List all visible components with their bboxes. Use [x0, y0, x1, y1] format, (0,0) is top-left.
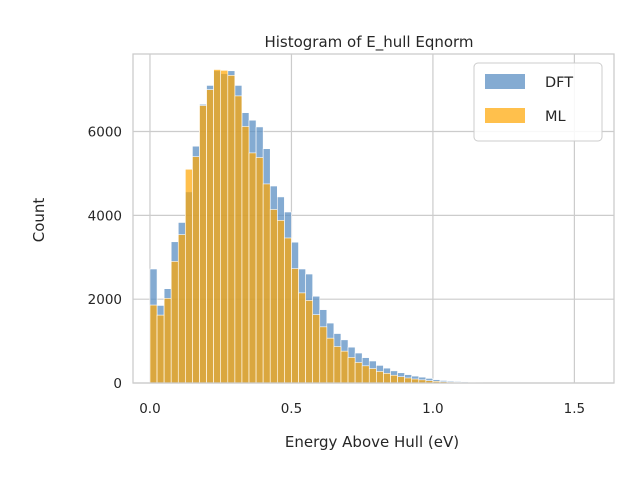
ml-bar [284, 237, 292, 384]
ml-bar [291, 268, 299, 384]
x-tick-label: 0.5 [281, 401, 302, 417]
dft-legend-swatch [485, 74, 525, 89]
ml-bar [276, 220, 285, 384]
ml-bar [333, 346, 342, 384]
ml-bar [312, 314, 321, 384]
ml-bar [206, 89, 214, 384]
ml-bar [326, 337, 335, 384]
tick-labels: 0.0 0.5 1.0 1.5 0 2000 4000 6000 [88, 125, 585, 417]
x-tick-label: 1.0 [422, 401, 443, 417]
ml-bar [269, 209, 278, 384]
dft-legend-label: DFT [545, 75, 573, 91]
y-tick-label: 0 [113, 376, 122, 392]
ml-bar [163, 298, 172, 384]
ml-legend-swatch [485, 108, 525, 123]
ml-bar [340, 350, 349, 384]
ml-bar [185, 168, 193, 384]
ml-legend-label: ML [545, 109, 566, 125]
plot-frame [132, 53, 615, 384]
y-tick-label: 4000 [88, 208, 122, 224]
y-axis-label: Count [30, 198, 48, 243]
ml-bar [383, 373, 391, 384]
ml-bar [149, 304, 158, 384]
x-tick-label: 1.5 [564, 401, 585, 417]
chart-title: Histogram of E_hull Eqnorm [264, 33, 473, 52]
ml-bar [199, 105, 207, 384]
ml-bar [368, 368, 377, 384]
ml-bar [361, 365, 370, 384]
ml-bar [156, 314, 165, 384]
y-tick-label: 2000 [88, 292, 122, 308]
ml-bar [255, 157, 264, 384]
ml-bar [397, 376, 405, 384]
plot-border [132, 53, 615, 384]
ml-bar [241, 126, 250, 384]
ml-bar [248, 152, 257, 384]
ml-bar [262, 183, 271, 384]
x-axis-label: Energy Above Hull (eV) [285, 433, 459, 451]
ml-bar [227, 75, 236, 384]
ml-bar [390, 374, 398, 384]
ml-bar [319, 326, 328, 384]
ml-bar [220, 70, 229, 384]
ml-bar [376, 371, 384, 384]
ml-bar [213, 69, 222, 384]
ml-bar [354, 362, 363, 384]
ml-bar [177, 234, 186, 384]
ml-bar [170, 261, 179, 384]
y-tick-label: 6000 [88, 125, 122, 141]
ml-bar [305, 300, 313, 384]
x-tick-label: 0.0 [139, 401, 160, 417]
ml-bar [192, 156, 200, 384]
ml-bar [404, 377, 412, 384]
ml-bar [298, 292, 306, 384]
legend: DFT ML [473, 62, 603, 142]
ml-bar [347, 357, 356, 384]
ml-bar [234, 95, 243, 384]
